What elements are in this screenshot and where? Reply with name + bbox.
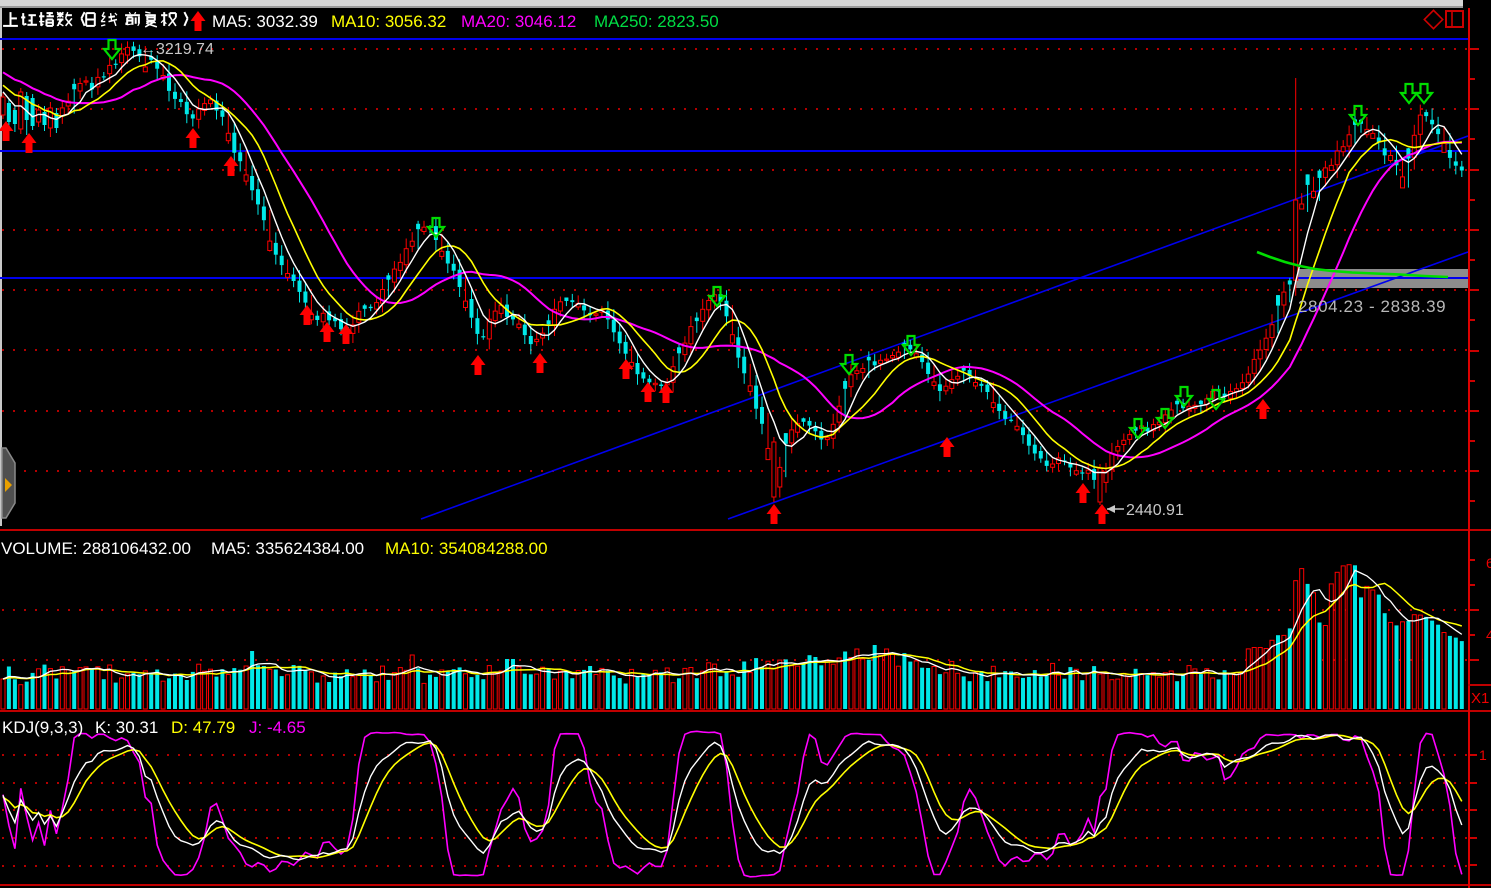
svg-text:MA5: 335624384.00: MA5: 335624384.00	[211, 539, 364, 558]
svg-text:KDJ(9,3,3): KDJ(9,3,3)	[2, 718, 83, 737]
svg-text:4: 4	[1486, 627, 1491, 643]
svg-text:6: 6	[1486, 555, 1491, 571]
svg-text:←3219.74: ←3219.74	[140, 41, 214, 58]
svg-text:MA10: 3056.32: MA10: 3056.32	[331, 12, 446, 31]
svg-text:2804.23 - 2838.39: 2804.23 - 2838.39	[1298, 297, 1446, 316]
svg-text:2440.91: 2440.91	[1126, 502, 1184, 519]
svg-text:MA5: 3032.39: MA5: 3032.39	[212, 12, 318, 31]
svg-text:MA20: 3046.12: MA20: 3046.12	[461, 12, 576, 31]
svg-text:VOLUME: 288106432.00: VOLUME: 288106432.00	[1, 539, 191, 558]
svg-text:MA250: 2823.50: MA250: 2823.50	[594, 12, 719, 31]
svg-text:J: -4.65: J: -4.65	[249, 718, 306, 737]
svg-text:1: 1	[1479, 747, 1487, 763]
svg-text:D: 47.79: D: 47.79	[171, 718, 235, 737]
svg-text:MA10: 354084288.00: MA10: 354084288.00	[385, 539, 548, 558]
svg-text:K: 30.31: K: 30.31	[95, 718, 158, 737]
svg-text:X1: X1	[1471, 690, 1489, 707]
